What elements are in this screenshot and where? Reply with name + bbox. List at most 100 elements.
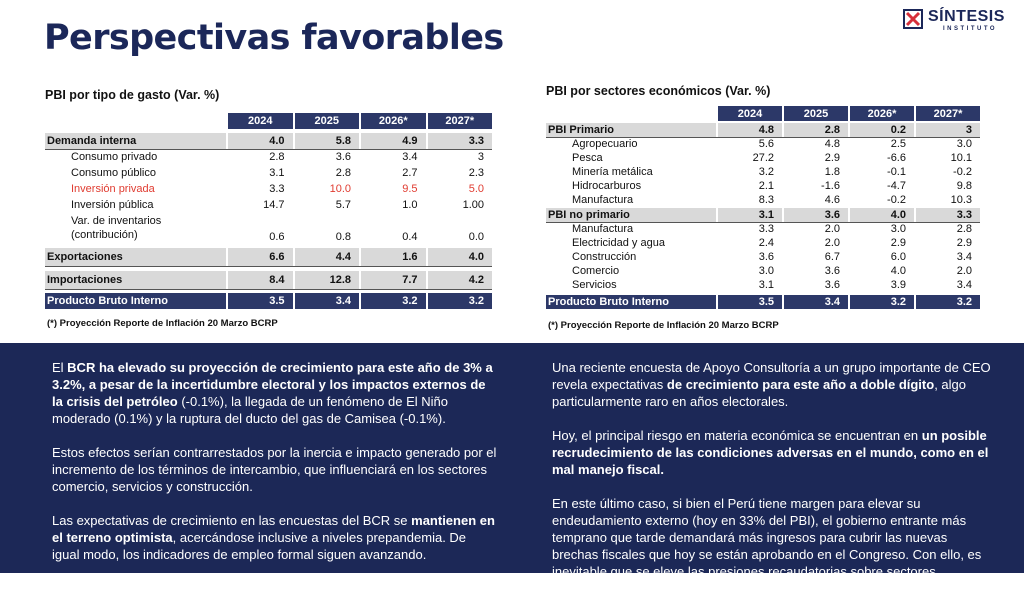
row-label: Consumo privado — [71, 151, 158, 163]
cell-value: 12.8 — [292, 271, 360, 289]
cell-value: 5.0 — [468, 183, 484, 195]
logo-icon — [903, 9, 923, 29]
row-label: Demanda interna — [47, 135, 137, 147]
cell-value: 4.0 — [890, 265, 906, 277]
cell-value: 4.9 — [359, 133, 426, 149]
cell-value: 2.9 — [824, 152, 840, 164]
cell-value: 7.7 — [359, 271, 426, 289]
row-label: Producto Bruto Interno — [47, 295, 168, 307]
row-label: Electricidad y agua — [572, 237, 665, 249]
text: , algo particularmente raro en años elec… — [552, 377, 967, 409]
header-blank — [546, 106, 716, 121]
column-header: 2024 — [716, 106, 782, 121]
cell-value: 5.7 — [335, 199, 351, 211]
table-row: PBI Primario 4.8 2.8 0.2 3 — [546, 123, 980, 138]
table-row: Var. de inventarios (contribución) 0.6 0.8… — [45, 213, 492, 243]
table-row: Inversión privada 3.3 10.0 9.5 5.0 — [45, 181, 492, 197]
table-row: PBI no primario 3.1 3.6 4.0 3.3 — [546, 208, 980, 223]
cell-value: 3.9 — [890, 279, 906, 291]
cell-value: 3.6 — [824, 279, 840, 291]
cell-value: 2.7 — [402, 167, 418, 179]
row-label: Servicios — [572, 279, 617, 291]
cell-value: 3.3 — [269, 183, 285, 195]
cell-value: -1.6 — [821, 180, 840, 192]
cell-value: -4.7 — [887, 180, 906, 192]
table-row: Servicios 3.1 3.6 3.9 3.4 — [546, 278, 980, 292]
cell-value: 3.0 — [890, 223, 906, 235]
cell-value: 2.8 — [782, 123, 848, 137]
cell-value: 0.4 — [402, 231, 418, 243]
paragraph: Las expectativas de crecimiento en las e… — [52, 512, 497, 563]
cell-value: 4.2 — [425, 271, 493, 289]
cell-value: 2.5 — [890, 138, 906, 150]
cell-value: 4.6 — [824, 194, 840, 206]
cell-value: 3.5 — [226, 293, 293, 309]
paragraph: Una reciente encuesta de Apoyo Consultor… — [552, 359, 992, 410]
table-note: (*) Proyección Reporte de Inflación 20 M… — [47, 318, 278, 329]
row-label: Construcción — [572, 251, 637, 263]
cell-value: 3.0 — [758, 265, 774, 277]
cell-value: 2.0 — [824, 237, 840, 249]
row-label: Exportaciones — [47, 251, 123, 263]
slide: Perspectivas favorables SÍNTESIS INSTITU… — [0, 8, 1024, 573]
cell-value: 2.8 — [335, 167, 351, 179]
cell-value: 27.2 — [752, 152, 774, 164]
cell-value: 3.0 — [956, 138, 972, 150]
table-row: Importaciones 8.4 12.8 7.7 4.2 — [45, 271, 492, 290]
cell-value: 6.0 — [890, 251, 906, 263]
logo-subtitle: INSTITUTO — [943, 26, 998, 32]
column-header: 2024 — [226, 113, 293, 129]
row-label: Var. de inventarios (contribución) — [71, 215, 162, 241]
table-row: Producto Bruto Interno 3.5 3.4 3.2 3.2 — [546, 295, 980, 309]
cell-value: 5.6 — [758, 138, 774, 150]
right-column: Una reciente encuesta de Apoyo Consultor… — [552, 359, 992, 614]
cell-value: 3 — [477, 151, 484, 163]
table-row: Construcción 3.6 6.7 6.0 3.4 — [546, 250, 980, 264]
cell-value: 3 — [914, 123, 980, 137]
cell-value: 3.1 — [716, 208, 782, 222]
cell-value: 8.4 — [226, 271, 293, 289]
table-title: PBI por sectores económicos (Var. %) — [546, 84, 771, 98]
cell-value: 2.3 — [468, 167, 484, 179]
row-label: Hidrocarburos — [572, 180, 642, 192]
text: , acercándose inclusive a niveles prepan… — [52, 530, 467, 562]
cell-value: 3.4 — [292, 293, 360, 309]
table-row: Producto Bruto Interno 3.5 3.4 3.2 3.2 — [45, 293, 492, 309]
cell-value: 4.8 — [716, 123, 782, 137]
cell-value: 5.8 — [292, 133, 360, 149]
cell-value: 0.2 — [848, 123, 914, 137]
cell-value: 4.8 — [824, 138, 840, 150]
row-label: PBI no primario — [548, 209, 630, 221]
cell-value: 6.7 — [824, 251, 840, 263]
text: Hoy, el principal riesgo en materia econ… — [552, 428, 922, 443]
cell-value: 2.0 — [824, 223, 840, 235]
cell-value: 4.0 — [848, 208, 914, 222]
paragraph: Estos efectos serían contrarrestados por… — [52, 444, 497, 495]
table-row: Consumo público 3.1 2.8 2.7 2.3 — [45, 165, 492, 181]
cell-value: -0.1 — [887, 166, 906, 178]
row-label: Inversión privada — [71, 183, 155, 195]
cell-value: 3.2 — [425, 293, 493, 309]
logo: SÍNTESIS INSTITUTO — [903, 8, 1018, 38]
column-header: 2027* — [425, 113, 492, 129]
row-label: Minería metálica — [572, 166, 653, 178]
row-label: Agropecuario — [572, 138, 638, 150]
cell-value: 2.1 — [758, 180, 774, 192]
cell-value: 1.00 — [462, 199, 484, 211]
table-row: Minería metálica 3.2 1.8 -0.1 -0.2 — [546, 165, 980, 179]
bold-text: un posible recrudecimiento de las condic… — [552, 428, 989, 477]
cell-value: 0.8 — [335, 231, 351, 243]
table-row: Exportaciones 6.6 4.4 1.6 4.0 — [45, 248, 492, 267]
cell-value: 6.6 — [226, 248, 293, 266]
cell-value: 14.7 — [263, 199, 285, 211]
cell-value: 1.8 — [824, 166, 840, 178]
column-header: 2025 — [782, 106, 848, 121]
cell-value: 3.1 — [758, 279, 774, 291]
text: El — [52, 360, 68, 375]
table-row: Electricidad y agua 2.4 2.0 2.9 2.9 — [546, 236, 980, 250]
cell-value: 3.2 — [914, 295, 980, 309]
table-title: PBI por tipo de gasto (Var. %) — [45, 88, 220, 102]
cell-value: 10.0 — [329, 183, 351, 195]
cell-value: 3.3 — [425, 133, 493, 149]
table-row: Manufactura 8.3 4.6 -0.2 10.3 — [546, 193, 980, 207]
